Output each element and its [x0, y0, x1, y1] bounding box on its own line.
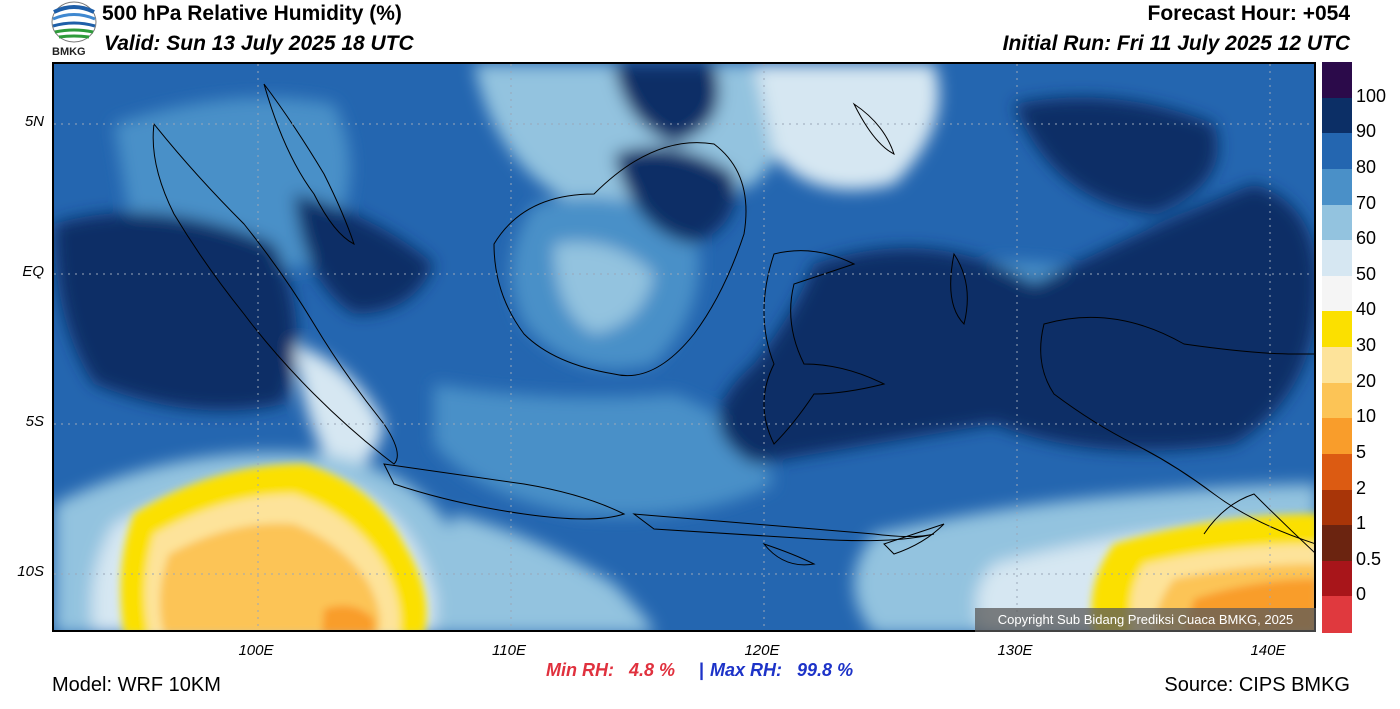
max-rh-value: 99.8 % — [797, 660, 854, 680]
lon-label-140e: 140E — [1250, 642, 1286, 659]
model-info: Model: WRF 10KM — [52, 674, 221, 696]
colorbar-label: 1 — [1356, 513, 1367, 534]
max-rh-label: Max RH: — [710, 660, 783, 680]
lat-label-5n: 5N — [24, 113, 44, 130]
graticule — [54, 64, 1314, 630]
bmkg-logo — [50, 0, 100, 60]
min-rh: Min RH: 4.8 % — [546, 660, 675, 681]
lon-label-110e: 110E — [492, 642, 526, 659]
colorbar-label: 0.5 — [1356, 548, 1382, 569]
lat-label-10s: 10S — [17, 563, 44, 580]
colorbar-segment — [1322, 596, 1352, 633]
colorbar-label: 30 — [1356, 335, 1377, 355]
logo-text: BMKG — [52, 46, 86, 58]
lon-label-130e: 130E — [997, 642, 1033, 659]
colorbar-segment — [1322, 453, 1352, 490]
colorbar-segment — [1322, 168, 1352, 205]
colorbar-label: 100 — [1356, 85, 1387, 106]
initial-run: Initial Run: Fri 11 July 2025 12 UTC — [1002, 32, 1350, 55]
colorbar-segment — [1322, 133, 1352, 170]
valid-time: Valid: Sun 13 July 2025 18 UTC — [104, 32, 414, 55]
colorbar-segment — [1322, 560, 1352, 597]
colorbar-segment — [1322, 204, 1352, 241]
humidity-map-field — [54, 64, 1314, 630]
lon-label-120e: 120E — [744, 642, 780, 659]
colorbar-segment — [1322, 311, 1352, 348]
colorbar-label: 20 — [1356, 370, 1377, 391]
colorbar-label: 50 — [1356, 263, 1377, 284]
colorbar-segment — [1322, 240, 1352, 277]
colorbar-segment — [1322, 275, 1352, 312]
humidity-map — [52, 62, 1316, 632]
coastlines — [152, 83, 1314, 566]
source-info: Source: CIPS BMKG — [1164, 674, 1350, 696]
lat-label-5s: 5S — [25, 413, 44, 430]
max-rh: Max RH: 99.8 % — [710, 660, 853, 681]
colorbar-label: 80 — [1356, 156, 1377, 177]
colorbar-segment — [1322, 382, 1352, 419]
min-rh-value: 4.8 % — [629, 660, 676, 680]
colorbar-label: 40 — [1356, 299, 1377, 320]
lat-label-eq: EQ — [22, 263, 44, 280]
colorbar-label: 60 — [1356, 228, 1377, 249]
colorbar-segment — [1322, 347, 1352, 384]
colorbar-segment — [1322, 97, 1352, 134]
colorbar-segment — [1322, 489, 1352, 526]
colorbar-label: 2 — [1356, 477, 1367, 498]
lon-label-100e: 100E — [238, 642, 274, 659]
colorbar-label: 5 — [1356, 441, 1367, 462]
colorbar-segment — [1322, 525, 1352, 562]
colorbar — [1322, 62, 1352, 633]
colorbar-label: 90 — [1356, 121, 1377, 142]
colorbar-label: 70 — [1356, 192, 1377, 213]
copyright-notice: Copyright Sub Bidang Prediksi Cuaca BMKG… — [975, 608, 1316, 632]
colorbar-label: 0 — [1356, 584, 1367, 605]
forecast-hour: Forecast Hour: +054 — [1147, 2, 1351, 25]
colorbar-label: 10 — [1356, 406, 1377, 427]
rh-separator: | — [699, 660, 705, 680]
min-rh-label: Min RH: — [546, 660, 614, 680]
colorbar-segment — [1322, 418, 1352, 455]
chart-title: 500 hPa Relative Humidity (%) — [102, 2, 402, 25]
colorbar-segment — [1322, 62, 1352, 99]
